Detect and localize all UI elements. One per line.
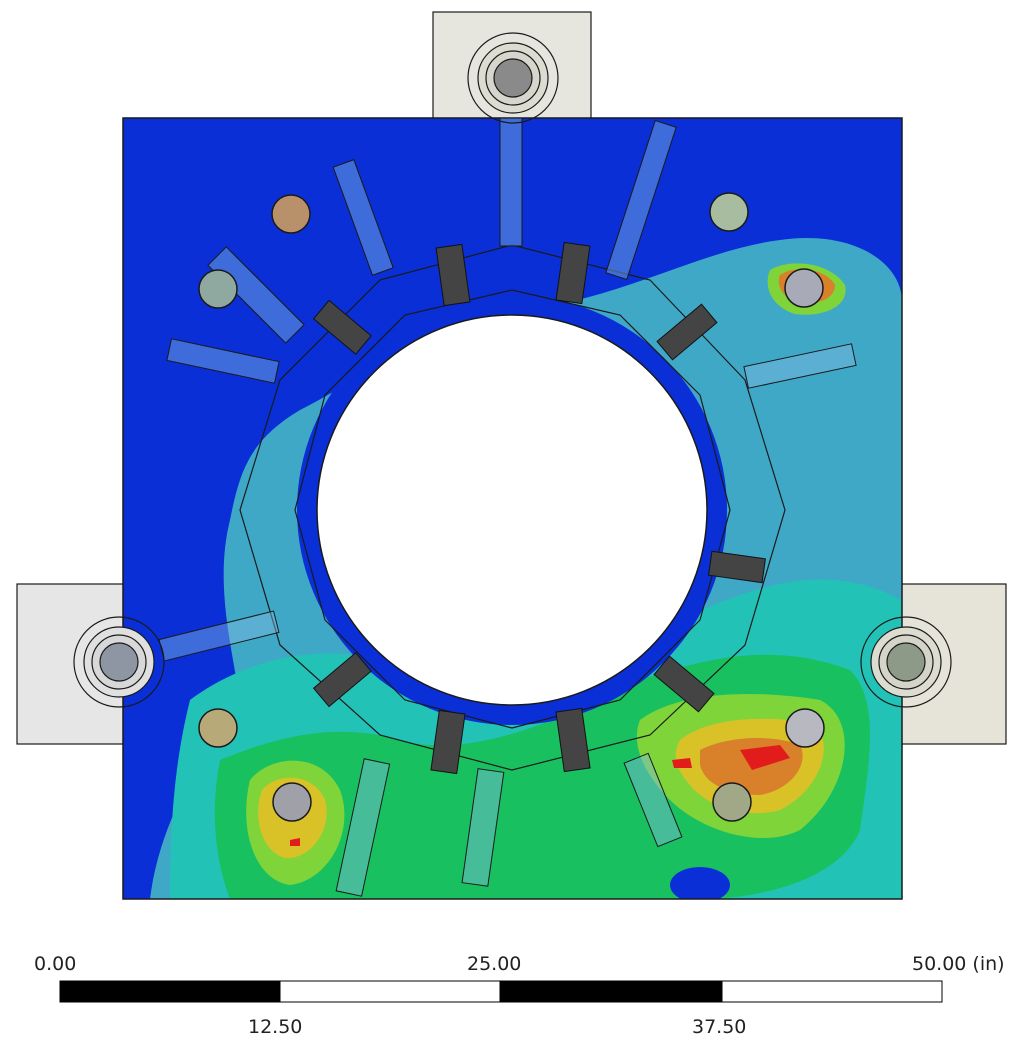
contour-red-1	[740, 745, 790, 770]
scale-seg-4	[721, 980, 943, 1003]
bolt-clamp-3	[312, 299, 372, 355]
center-bore	[316, 314, 708, 706]
bolt-clamp-6	[312, 652, 372, 708]
scale-seg-1	[59, 980, 281, 1003]
bolt-pad-5	[198, 708, 238, 748]
pin-right	[860, 616, 952, 708]
bolt-pad-8	[712, 782, 752, 822]
bolt-clamp-8	[430, 709, 466, 775]
scale-label-0: 0.00	[34, 953, 77, 975]
scale-label-25: 25.00	[467, 953, 522, 975]
bolt-clamp-7	[653, 655, 715, 713]
bolt-pad-6	[272, 782, 312, 822]
scale-seg-2	[279, 980, 501, 1003]
bolt-clamp-4	[656, 303, 718, 361]
bolt-pad-4	[784, 268, 824, 308]
radial-arms	[158, 117, 857, 897]
bolt-pad-7	[785, 708, 825, 748]
bolt-clamp-2	[555, 241, 591, 305]
bolt-clamp-9	[555, 707, 591, 773]
pin-left	[73, 616, 165, 708]
scale-label-50: 50.00 (in)	[912, 953, 1005, 975]
flange-outline	[239, 244, 786, 771]
scale-label-37-5: 37.50	[692, 1016, 747, 1038]
bolt-clamp-1	[435, 243, 471, 307]
pin-top	[467, 32, 559, 124]
bolt-pads	[198, 192, 825, 822]
contour-red-3	[290, 838, 300, 846]
bolt-pad-3	[709, 192, 749, 232]
bolt-clamp-5	[708, 550, 766, 584]
bolt-pad-2	[198, 269, 238, 309]
bolt-clamps	[312, 241, 766, 775]
scale-label-12-5: 12.50	[248, 1016, 303, 1038]
bolt-pad-1	[271, 194, 311, 234]
scale-bar	[59, 980, 943, 1003]
scale-seg-3	[499, 980, 723, 1003]
contour-blue-pocket	[670, 867, 730, 899]
contour-red-2	[672, 758, 692, 768]
